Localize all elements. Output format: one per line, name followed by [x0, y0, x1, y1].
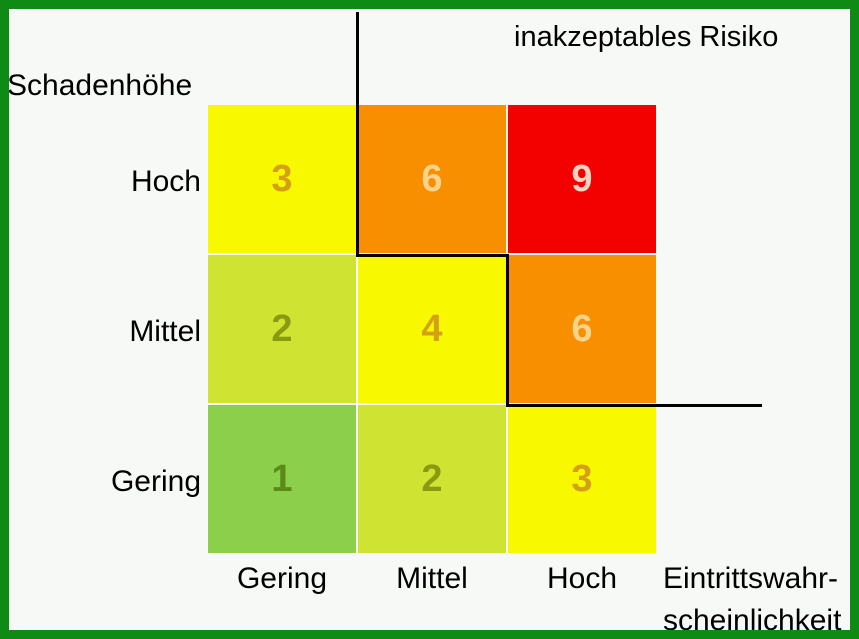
y-axis-label: Schadenhöhe — [7, 69, 193, 102]
cell-hoch-mittel: 6 — [358, 105, 506, 253]
row-label-gering: Gering — [110, 465, 201, 498]
boundary-line-3-vertical — [506, 254, 509, 407]
risk-zone-title: inakzeptables Risiko — [514, 21, 779, 53]
row-label-mittel: Mittel — [129, 315, 201, 348]
row-label-hoch: Hoch — [130, 165, 201, 198]
boundary-line-1-vertical — [356, 12, 359, 257]
boundary-line-2-horizontal — [356, 254, 509, 257]
column-label-gering: Gering — [236, 562, 328, 595]
x-axis-label-line2: scheinlichkeit — [663, 604, 842, 637]
boundary-line-4-horizontal — [506, 404, 762, 407]
column-label-mittel: Mittel — [396, 562, 468, 595]
column-label-hoch: Hoch — [546, 562, 618, 595]
cell-gering-hoch: 3 — [508, 405, 656, 553]
cell-hoch-gering: 3 — [208, 105, 356, 253]
cell-hoch-hoch: 9 — [508, 105, 656, 253]
x-axis-label-line1: Eintrittswahr- — [663, 562, 839, 595]
cell-mittel-mittel: 4 — [358, 255, 506, 403]
cell-gering-gering: 1 — [208, 405, 356, 553]
cell-gering-mittel: 2 — [358, 405, 506, 553]
cell-mittel-gering: 2 — [208, 255, 356, 403]
cell-mittel-hoch: 6 — [508, 255, 656, 403]
